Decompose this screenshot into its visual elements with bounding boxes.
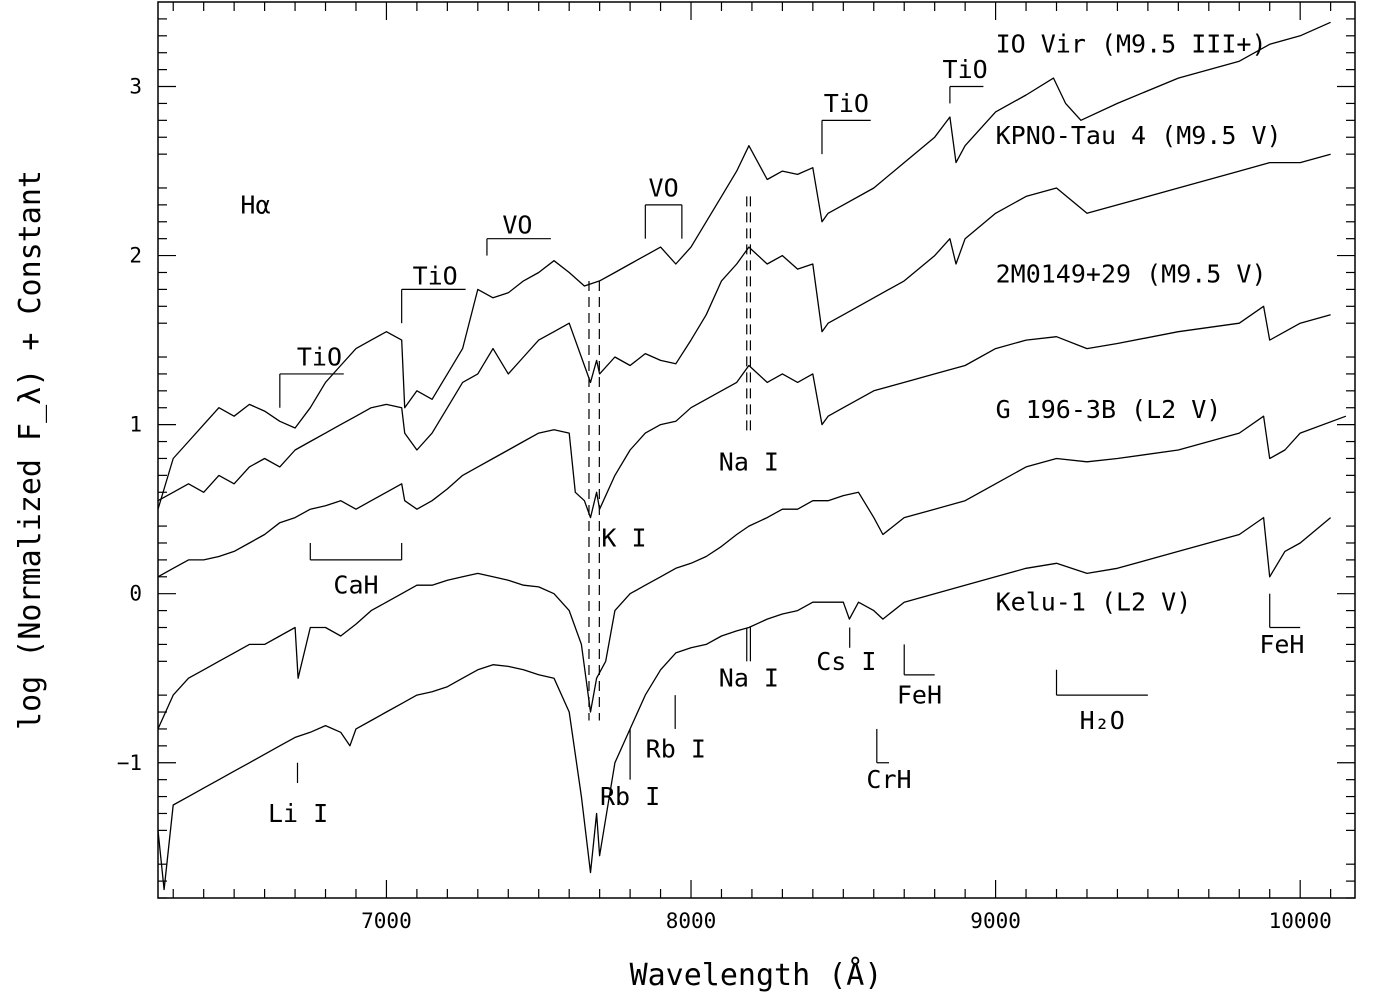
spectrum-line <box>157 21 1331 510</box>
spectrum-label: Kelu-1 (L2 V) <box>996 588 1192 617</box>
spectrum-line <box>157 305 1331 578</box>
y-tick-label: 0 <box>129 582 142 606</box>
feature-label: TiO <box>943 55 988 84</box>
feature-markers <box>279 85 1301 784</box>
y-tick-label: 1 <box>129 413 142 437</box>
feature-label: TiO <box>824 89 869 118</box>
spectrum-label: 2M0149+29 (M9.5 V) <box>996 260 1267 289</box>
y-tick-label: 3 <box>129 75 142 99</box>
x-axis-title: Wavelength (Å) <box>630 957 883 993</box>
x-tick-label: 10000 <box>1269 909 1332 933</box>
feature-label: VO <box>649 173 679 202</box>
axis-ticks <box>158 2 1355 899</box>
spectrum-line <box>157 153 1331 502</box>
x-tick-label: 8000 <box>666 909 717 933</box>
spectrum-label: KPNO-Tau 4 (M9.5 V) <box>996 121 1282 150</box>
feature-label: FeH <box>897 681 942 710</box>
y-tick-label: 2 <box>129 244 142 268</box>
x-tick-label: 9000 <box>970 909 1021 933</box>
spectrum-lines <box>157 21 1347 891</box>
y-axis-title: log (Normalized F_λ) + Constant <box>13 170 48 730</box>
feature-label: Na I <box>719 664 779 693</box>
feature-label: H₂O <box>1080 706 1125 735</box>
spectrum-label: IO Vir (M9.5 III+) <box>996 30 1267 59</box>
feature-label: Na I <box>719 447 779 476</box>
plot-frame <box>157 1 1356 899</box>
feature-label: Rb I <box>646 735 706 764</box>
feature-label: Li I <box>268 799 328 828</box>
feature-label: FeH <box>1259 630 1304 659</box>
spectrum-labels: IO Vir (M9.5 III+) KPNO-Tau 4 (M9.5 V) 2M0… <box>996 30 1282 617</box>
axis-tick-labels: 7000 8000 9000 10000 −1 0 1 2 3 <box>117 75 1332 933</box>
feature-label: VO <box>502 211 532 240</box>
feature-annotations: Hα TiO TiO VO VO TiO TiO CaH K I Na I Na I Cs I FeH F… <box>240 55 1304 828</box>
feature-label: CaH <box>333 571 378 600</box>
feature-label: Hα <box>240 190 270 219</box>
feature-label: TiO <box>413 261 458 290</box>
spectrum-line <box>157 415 1347 730</box>
spectrum-label: G 196-3B (L2 V) <box>996 395 1222 424</box>
feature-label: K I <box>601 523 646 552</box>
feature-label: Cs I <box>816 647 876 676</box>
spectrum-line <box>157 516 1332 891</box>
x-tick-label: 7000 <box>361 909 412 933</box>
feature-label: TiO <box>297 342 342 371</box>
feature-label: CrH <box>866 765 911 794</box>
y-tick-label: −1 <box>117 751 142 775</box>
feature-label: Rb I <box>600 782 660 811</box>
